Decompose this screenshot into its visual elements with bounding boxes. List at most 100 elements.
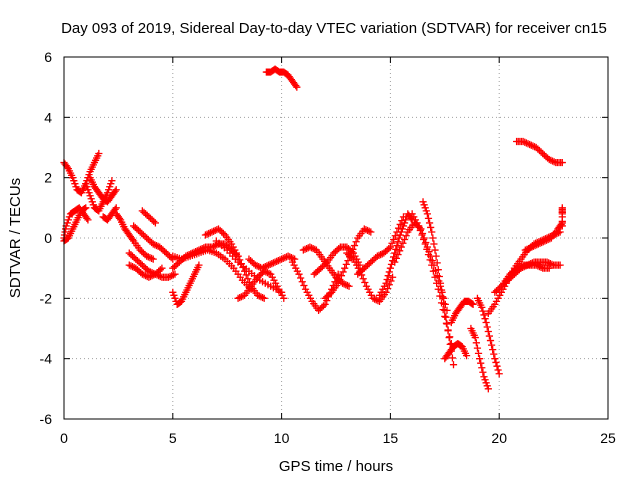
data-point: [352, 238, 360, 246]
y-tick-label: -2: [40, 290, 53, 306]
data-point: [445, 333, 453, 342]
data-point: [397, 243, 405, 251]
data-point: [254, 291, 262, 299]
data-point: [349, 245, 357, 253]
x-tick-labels: 0 5 10 15 20 25: [60, 430, 616, 446]
data-point: [442, 313, 450, 321]
data-point: [335, 244, 343, 253]
data-point: [301, 245, 309, 253]
data-point: [236, 293, 244, 302]
x-tick-label: 0: [60, 430, 68, 446]
series-arc-16: [212, 237, 286, 296]
data-point: [265, 269, 273, 278]
data-point: [444, 327, 452, 335]
data-point: [534, 262, 542, 270]
data-point: [479, 368, 487, 376]
data-point: [340, 280, 348, 288]
data-point: [147, 254, 156, 262]
data-point: [533, 241, 541, 249]
data-point: [428, 228, 436, 236]
data-point: [385, 244, 393, 253]
data-point: [546, 260, 554, 268]
data-point: [298, 278, 306, 286]
data-point: [547, 156, 555, 164]
data-point: [245, 278, 254, 287]
data-point: [269, 259, 278, 267]
data-point: [439, 293, 447, 301]
series-arc-06: [99, 204, 120, 224]
data-point: [473, 344, 482, 352]
series-arc-01: [60, 149, 103, 197]
data-point: [529, 142, 537, 150]
data-point: [303, 244, 311, 253]
series-arc-30: [447, 297, 477, 327]
data-point: [210, 227, 218, 235]
data-point: [521, 138, 529, 146]
data-point: [558, 222, 566, 230]
data-point: [343, 281, 352, 290]
data-point: [386, 243, 394, 251]
data-point: [81, 204, 89, 213]
data-point: [260, 294, 268, 302]
data-point: [428, 261, 436, 269]
data-point: [415, 222, 423, 230]
data-point: [528, 243, 536, 251]
data-point: [205, 229, 213, 238]
data-point: [287, 254, 295, 262]
data-point: [206, 229, 214, 237]
data-point: [545, 264, 553, 272]
data-point: [149, 255, 157, 263]
data-point: [432, 252, 440, 260]
data-point: [286, 253, 294, 261]
data-point: [448, 354, 457, 362]
data-point: [487, 341, 496, 349]
series-arc-20: [288, 258, 342, 314]
data-point: [536, 239, 544, 247]
data-point: [264, 261, 273, 269]
data-point: [257, 293, 265, 301]
data-point: [440, 300, 448, 308]
y-tick-label: 2: [44, 170, 52, 186]
data-point: [128, 235, 137, 244]
data-point: [374, 296, 382, 305]
series-arc-12: [169, 261, 203, 308]
data-point: [548, 260, 556, 268]
series-arc-14: [169, 246, 255, 293]
data-point: [263, 262, 271, 270]
data-point: [514, 263, 522, 272]
data-point: [392, 254, 400, 262]
data-point: [273, 257, 281, 265]
data-point: [392, 245, 400, 253]
data-point: [112, 204, 120, 212]
data-point: [537, 263, 545, 272]
data-point: [143, 252, 151, 260]
data-point: [418, 231, 426, 239]
series-arc-34: [484, 228, 564, 318]
data-point: [337, 272, 346, 280]
data-point: [367, 228, 375, 236]
data-point: [201, 231, 210, 239]
data-point: [425, 219, 434, 227]
data-point: [441, 312, 449, 321]
data-point: [166, 272, 174, 281]
data-point: [108, 177, 116, 185]
data-point: [388, 239, 396, 247]
data-point: [360, 225, 368, 233]
series-arc-24: [343, 249, 397, 305]
data-point: [321, 300, 329, 308]
data-point: [558, 158, 566, 167]
series-arc-33: [473, 294, 503, 378]
series-arc-38: [513, 137, 566, 167]
data-point: [84, 216, 92, 224]
data-point: [263, 269, 272, 277]
data-point: [542, 236, 551, 244]
data-point: [526, 140, 534, 149]
data-point: [140, 271, 148, 279]
series-arc-39: [558, 204, 566, 230]
series-arc-15: [201, 225, 268, 302]
data-point: [416, 226, 424, 235]
data-point: [342, 281, 350, 289]
data-point: [436, 279, 445, 287]
